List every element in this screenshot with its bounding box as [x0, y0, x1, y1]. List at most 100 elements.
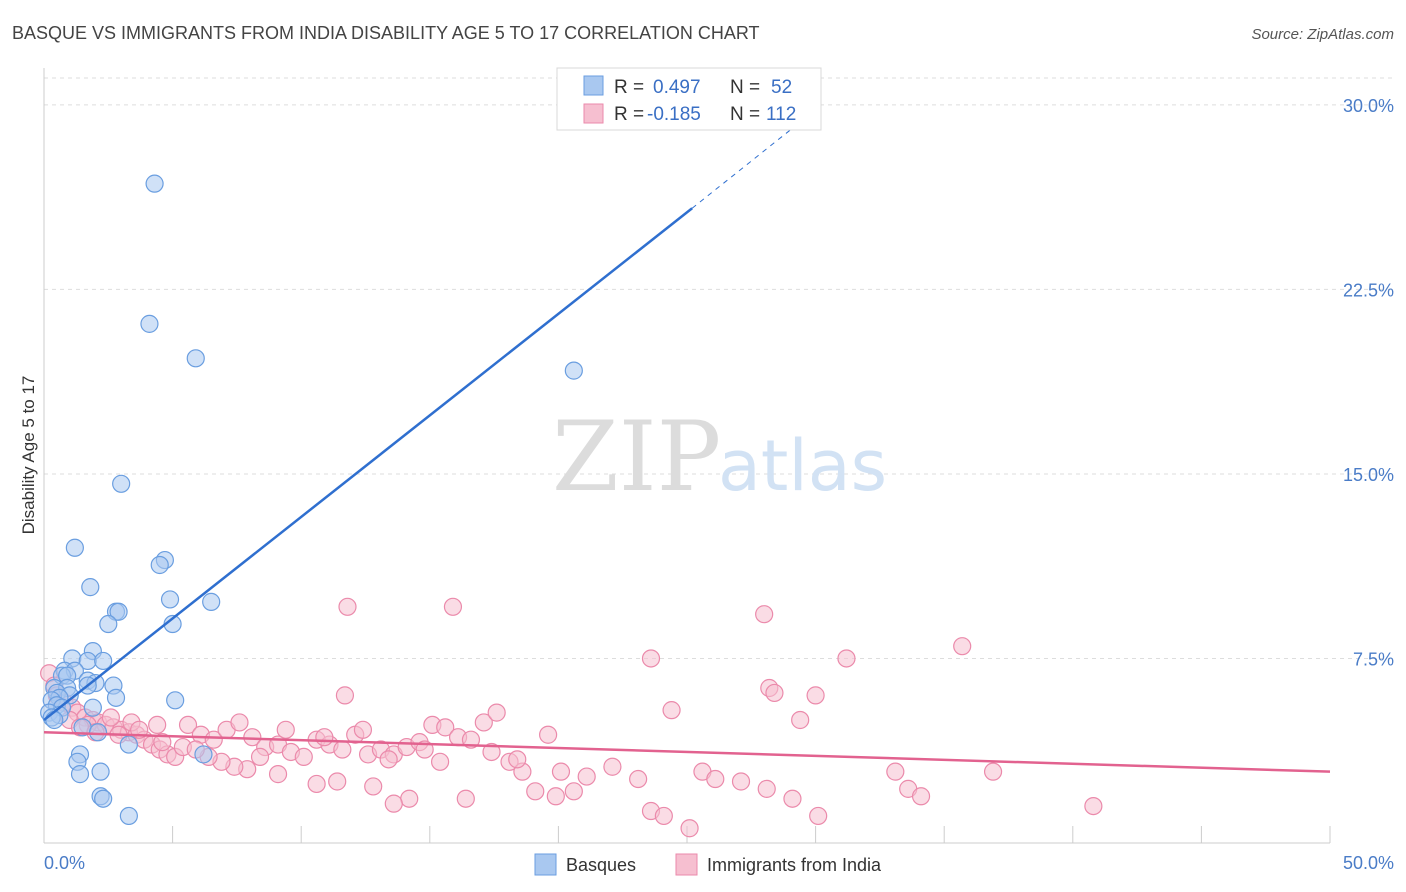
basques-point-8: [81, 578, 100, 597]
basques-point-51: [94, 789, 113, 808]
y-tick-labels: 7.5% 15.0% 22.5% 30.0%: [1343, 96, 1394, 670]
india-point-81: [983, 762, 1003, 781]
stats-legend-swatch-basques: [583, 75, 604, 96]
india-point-22: [153, 733, 172, 752]
stats-legend-r-basques: 0.497: [653, 77, 701, 98]
india-point-55: [603, 757, 622, 776]
india-point-66: [338, 597, 357, 616]
india-point-103: [315, 728, 334, 747]
india-point-56: [629, 769, 648, 789]
india-point-104: [353, 720, 373, 739]
y-tick-label-3: 30.0%: [1343, 96, 1394, 116]
india-point-51: [539, 725, 558, 744]
india-point-75: [335, 686, 355, 705]
x-tick-label-min: 0.0%: [44, 853, 85, 873]
india-point-74: [806, 686, 825, 705]
india-point-109: [482, 742, 501, 762]
series-legend-swatch-basques: [534, 853, 557, 876]
india-point-73: [765, 683, 784, 703]
stats-legend-swatch-india: [583, 103, 604, 124]
india-point-87: [307, 774, 326, 794]
y-tick-label-2: 22.5%: [1343, 280, 1394, 300]
basques-point-18: [94, 651, 113, 671]
basques-point-34: [166, 691, 185, 710]
india-point-35: [333, 740, 352, 759]
basques-point-10: [202, 592, 221, 611]
india-point-78: [886, 762, 905, 781]
india-point-105: [379, 750, 398, 769]
india-trendline: [43, 731, 1331, 773]
y-tick-label-0: 7.5%: [1353, 649, 1394, 669]
india-point-82: [1084, 796, 1103, 816]
india-point-68: [755, 605, 774, 624]
basques-point-49: [70, 765, 90, 784]
basques-point-48: [91, 762, 110, 781]
basques-point-47: [194, 745, 213, 764]
india-point-107: [430, 752, 450, 771]
y-axis-label: Disability Age 5 to 17: [19, 376, 38, 535]
stats-legend-n-basques: 52: [771, 77, 792, 98]
india-point-76: [662, 701, 681, 720]
india-point-52: [551, 762, 571, 781]
stats-legend-n-label-basques: N =: [730, 77, 760, 98]
chart-source: Source: ZipAtlas.com: [1251, 26, 1394, 43]
india-point-25: [204, 730, 223, 749]
watermark: ZIP atlas: [552, 401, 887, 513]
watermark-zip: ZIP: [552, 401, 721, 513]
gridlines: [44, 77, 1394, 659]
india-point-50: [526, 782, 545, 801]
stats-legend-n-label-india: N =: [730, 104, 760, 125]
watermark-atlas: atlas: [718, 425, 887, 507]
y-tick-label-1: 15.0%: [1343, 465, 1394, 485]
basques-point-12: [109, 602, 128, 621]
basques-point-1: [140, 314, 159, 333]
basques-point-37: [83, 698, 102, 717]
india-point-80: [911, 787, 931, 806]
india-point-23: [178, 715, 198, 735]
india-point-65: [809, 806, 828, 826]
series-legend-label-india: Immigrants from India: [707, 855, 882, 875]
x-tick-label-max: 50.0%: [1343, 853, 1394, 873]
india-point-102: [276, 720, 295, 739]
basques-point-43: [88, 723, 108, 742]
series-legend: Basques Immigrants from India: [534, 853, 882, 876]
basques-point-5: [65, 538, 84, 557]
basques-point-4: [112, 474, 131, 493]
india-point-71: [837, 649, 856, 668]
basques-point-0: [145, 174, 164, 193]
india-point-99: [148, 715, 167, 735]
series-legend-swatch-india: [675, 853, 698, 876]
basques-point-9: [160, 590, 180, 609]
india-point-61: [706, 769, 725, 789]
basques-point-2: [186, 349, 205, 368]
india-point-62: [731, 772, 751, 791]
basques-point-52: [119, 806, 138, 826]
india-point-27: [230, 713, 249, 732]
basques-point-32: [106, 688, 126, 707]
india-point-43: [436, 718, 455, 737]
basques-point-3: [564, 361, 583, 380]
stats-legend-r-india: -0.185: [647, 104, 701, 125]
basques-point-7: [150, 555, 169, 575]
india-point-108: [456, 789, 475, 808]
x-ticks: [172, 826, 1331, 843]
india-point-88: [268, 765, 288, 784]
basques-points: [40, 174, 583, 826]
basques-point-14: [99, 614, 118, 634]
stats-legend-n-india: 112: [766, 104, 796, 125]
india-point-84: [384, 794, 403, 813]
india-point-101: [250, 747, 270, 766]
india-point-77: [791, 710, 810, 730]
stats-legend-r-label-india: R =: [614, 104, 644, 125]
india-point-47: [487, 703, 506, 722]
stats-legend-r-label-basques: R =: [614, 77, 644, 98]
india-point-111: [546, 787, 565, 806]
india-point-86: [328, 772, 347, 791]
india-point-59: [680, 819, 699, 838]
india-point-67: [443, 597, 463, 616]
india-point-32: [294, 747, 313, 766]
series-legend-label-basques: Basques: [566, 855, 636, 875]
basques-point-41: [45, 710, 64, 730]
india-point-69: [953, 637, 972, 656]
